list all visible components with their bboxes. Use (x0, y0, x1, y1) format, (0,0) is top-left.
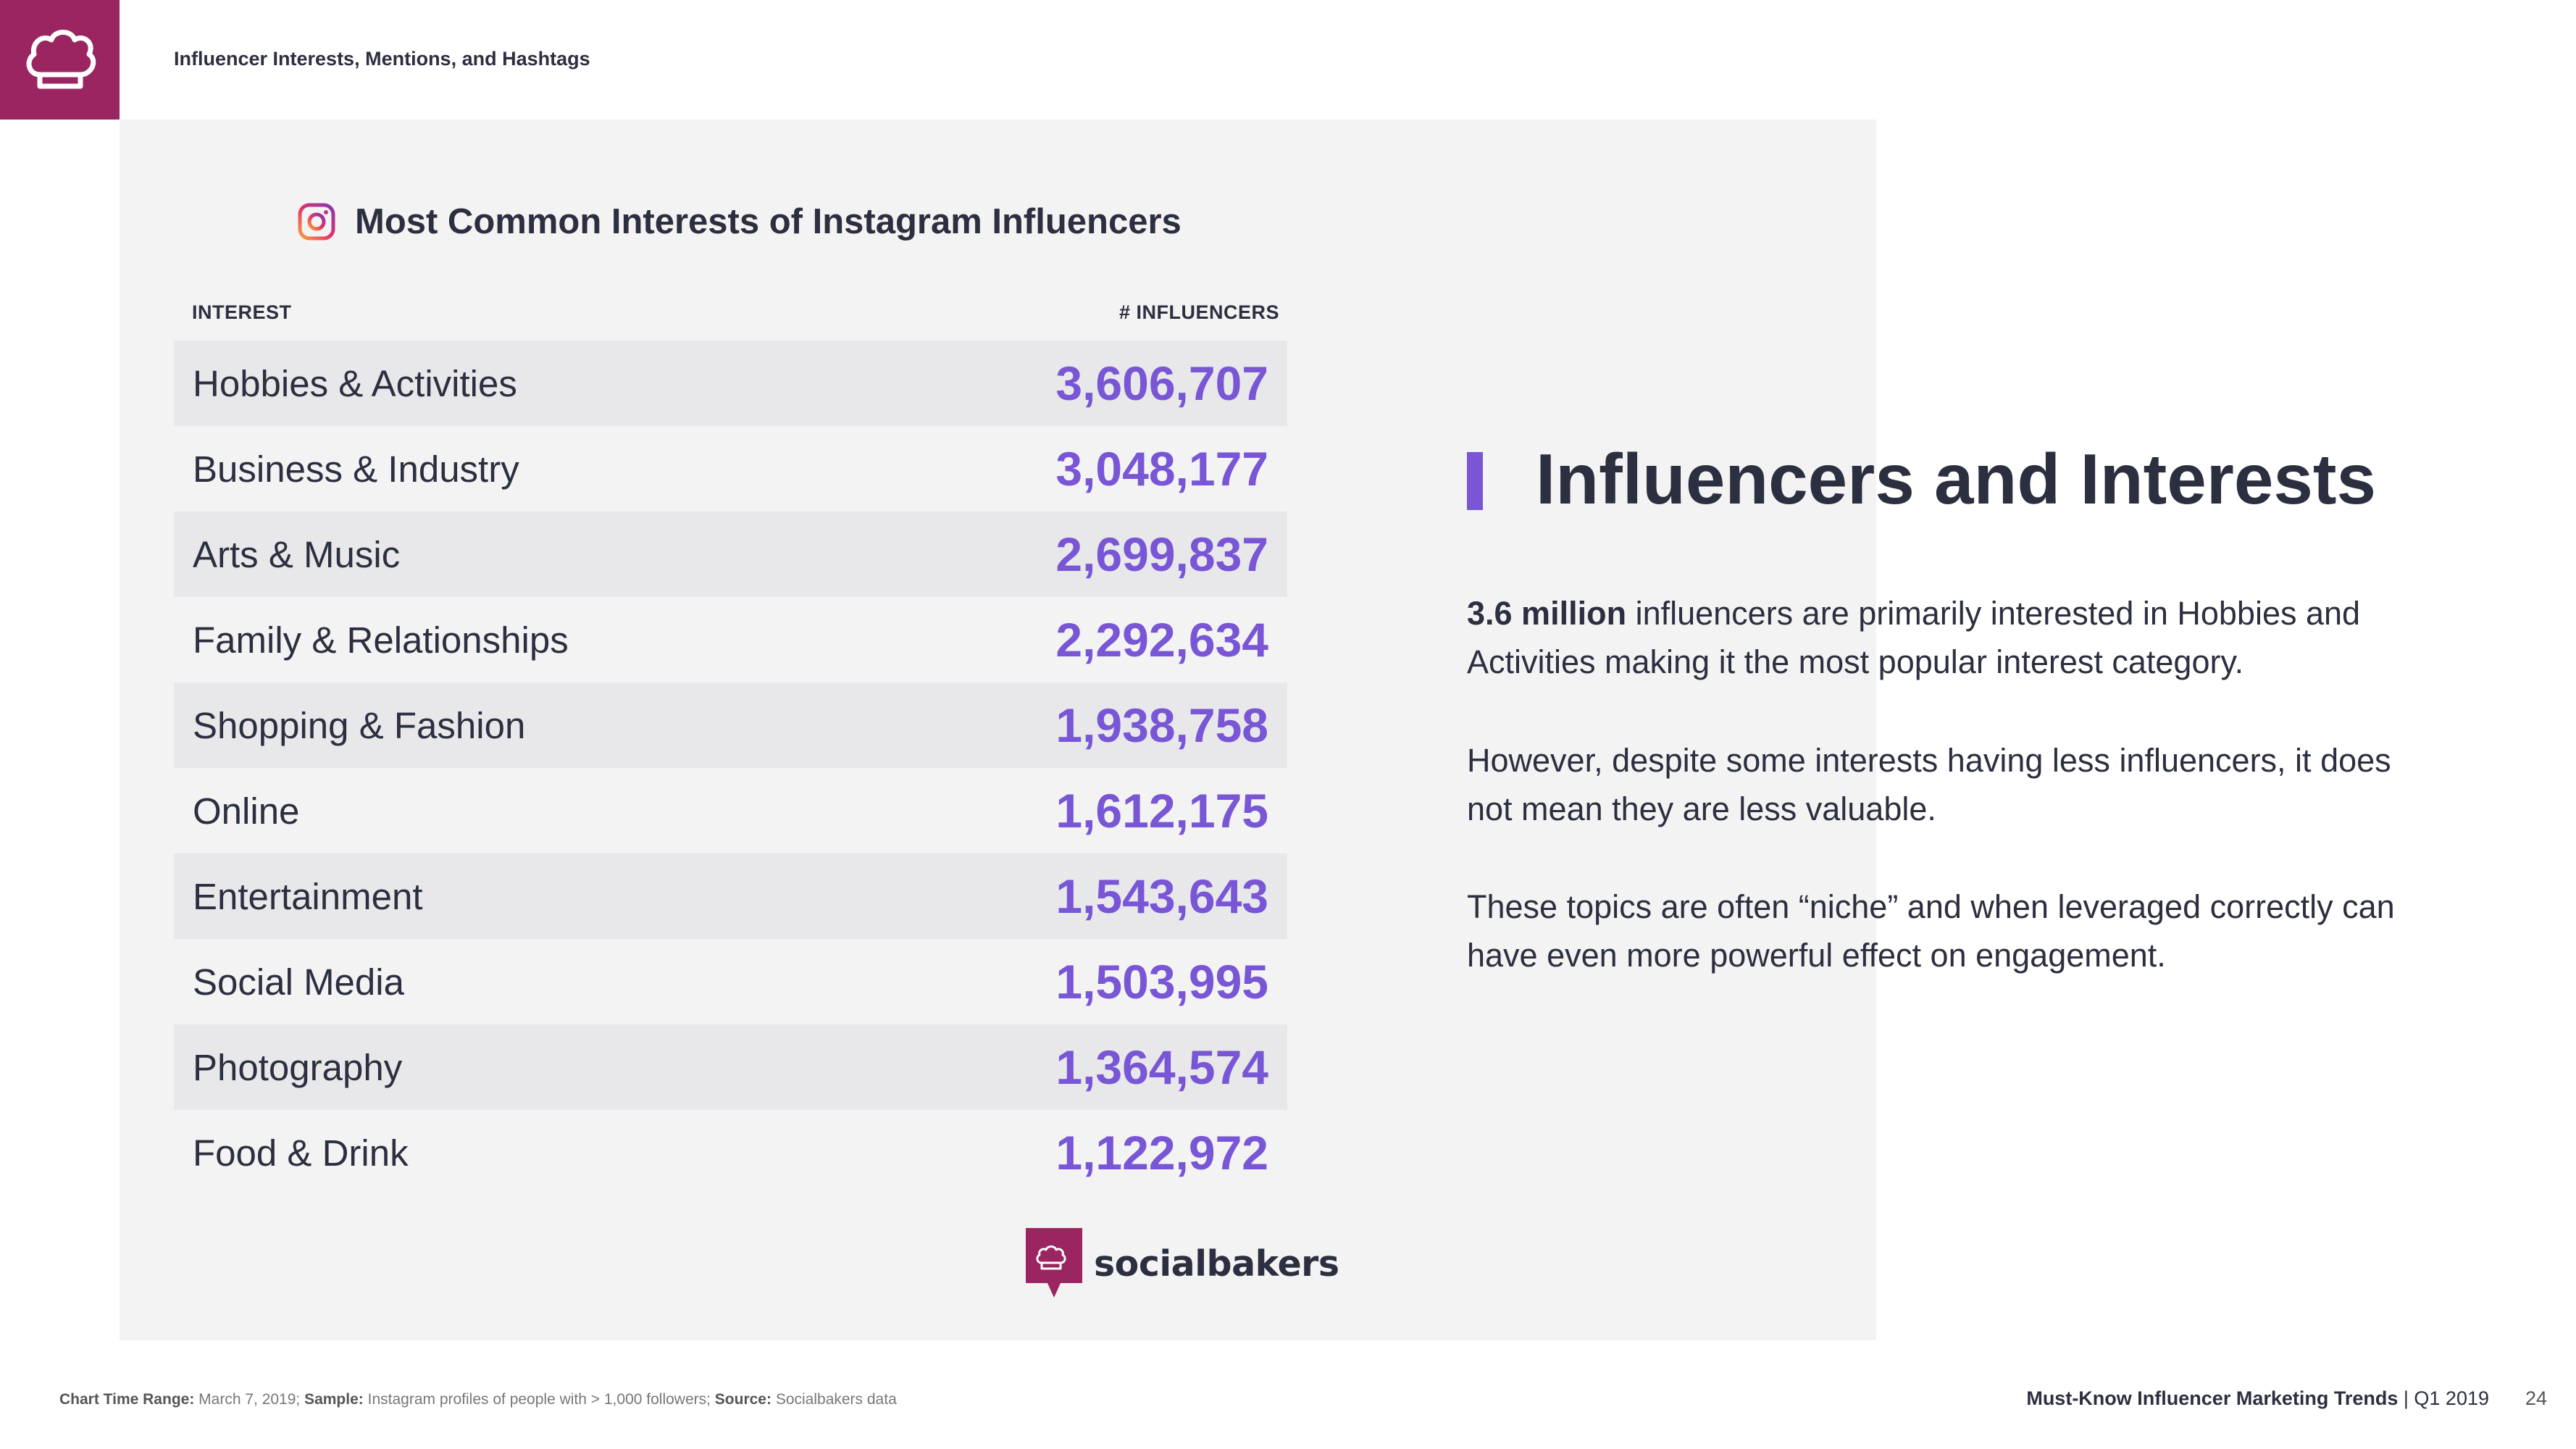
socialbakers-brand: socialbakers (1026, 1228, 1339, 1299)
page-number: 24 (2525, 1387, 2547, 1409)
report-period: | Q1 2019 (2398, 1387, 2489, 1409)
interest-label: Online (193, 790, 300, 832)
footer-sample-value: Instagram profiles of people with > 1,00… (363, 1391, 715, 1408)
chart-title-text: Most Common Interests of Instagram Influ… (355, 202, 1182, 241)
footer-range-label: Chart Time Range: (59, 1391, 195, 1408)
interest-label: Hobbies & Activities (193, 362, 517, 404)
footer-source-note: Chart Time Range: March 7, 2019; Sample:… (59, 1391, 897, 1408)
socialbakers-logo-icon (1026, 1228, 1082, 1298)
paragraph-1-text: influencers are primarily interested in … (1467, 595, 2361, 680)
footer-range-value: March 7, 2019; (194, 1391, 305, 1408)
influencer-count: 1,938,758 (1055, 698, 1268, 752)
influencer-count: 1,364,574 (1055, 1040, 1268, 1094)
influencer-count: 3,606,707 (1055, 356, 1268, 410)
interest-label: Business & Industry (193, 448, 519, 490)
influencer-count: 1,543,643 (1055, 869, 1268, 923)
paragraph-2: However, despite some interests having l… (1467, 742, 2391, 827)
interest-label: Arts & Music (193, 533, 401, 575)
table-row: Entertainment 1,543,643 (174, 853, 1287, 939)
table-row: Online 1,612,175 (174, 768, 1287, 853)
instagram-icon (298, 203, 335, 241)
influencer-count: 1,612,175 (1055, 784, 1268, 838)
influencer-count: 2,292,634 (1055, 613, 1268, 667)
table-row: Family & Relationships 2,292,634 (174, 597, 1287, 682)
interest-label: Family & Relationships (193, 619, 569, 661)
brand-logo-tile (0, 0, 120, 120)
table-row: Photography 1,364,574 (174, 1024, 1287, 1110)
table-row: Arts & Music 2,699,837 (174, 511, 1287, 597)
brand-wordmark: socialbakers (1094, 1243, 1339, 1285)
table-row: Hobbies & Activities 3,606,707 (174, 341, 1287, 426)
interest-label: Entertainment (193, 875, 423, 917)
column-header-interest: INTEREST (192, 301, 292, 323)
paragraph-1: 3.6 million influencers are primarily in… (1467, 589, 2430, 686)
interest-label: Food & Drink (193, 1132, 409, 1174)
footer-sample-label: Sample: (304, 1391, 364, 1408)
table-row: Food & Drink 1,122,972 (174, 1110, 1287, 1195)
column-header-influencers: # INFLUENCERS (1118, 301, 1279, 323)
footer-source-value: Socialbakers data (771, 1391, 897, 1408)
interest-label: Photography (193, 1046, 403, 1088)
headline-accent-bar (1467, 452, 1483, 510)
interest-label: Social Media (193, 961, 404, 1003)
footer-source-label: Source: (714, 1391, 771, 1408)
page-header-title: Influencer Interests, Mentions, and Hash… (174, 48, 590, 70)
section-headline: Influencers and Interests (1536, 439, 2377, 519)
chart-title: Most Common Interests of Instagram Influ… (297, 201, 1182, 242)
footer-report-title: Must-Know Influencer Marketing Trends | … (2026, 1387, 2489, 1410)
influencer-count: 2,699,837 (1055, 527, 1268, 581)
table-row: Shopping & Fashion 1,938,758 (174, 682, 1287, 768)
interest-label: Shopping & Fashion (193, 704, 526, 746)
paragraph-3: These topics are often “niche” and when … (1467, 888, 2395, 974)
influencer-count: 3,048,177 (1055, 442, 1268, 496)
report-title: Must-Know Influencer Marketing Trends (2026, 1387, 2399, 1409)
table-row: Business & Industry 3,048,177 (174, 426, 1287, 511)
chef-hat-icon (26, 29, 96, 88)
highlight-stat: 3.6 million (1467, 595, 1627, 632)
table-row: Social Media 1,503,995 (174, 939, 1287, 1024)
influencer-count: 1,122,972 (1055, 1126, 1268, 1179)
influencer-count: 1,503,995 (1055, 955, 1268, 1009)
interest-table: Hobbies & Activities 3,606,707 Business & … (174, 341, 1287, 1195)
